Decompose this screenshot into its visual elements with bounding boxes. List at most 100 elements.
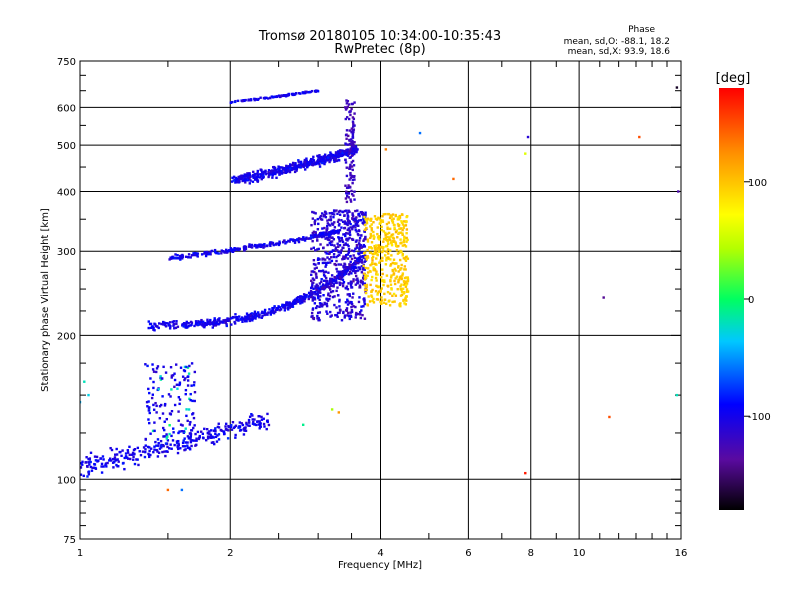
data-point: [233, 316, 237, 319]
data-point: [371, 259, 374, 262]
data-point: [174, 253, 177, 256]
data-point: [375, 298, 379, 301]
data-point: [328, 241, 331, 245]
data-point: [146, 364, 149, 368]
data-point: [391, 294, 394, 298]
data-point: [327, 223, 331, 226]
data-point: [355, 222, 359, 225]
data-point: [296, 300, 299, 304]
data-point: [337, 218, 340, 222]
data-point: [267, 169, 271, 172]
data-point: [362, 264, 365, 268]
data-point: [349, 113, 352, 117]
data-point: [270, 95, 274, 98]
data-point: [357, 224, 360, 227]
data-point: [329, 240, 333, 244]
data-point: [524, 152, 527, 155]
minor-ticks: [80, 60, 681, 540]
data-point: [314, 233, 317, 237]
data-point: [361, 276, 365, 279]
data-point: [186, 435, 190, 438]
data-point: [108, 457, 112, 460]
data-point: [602, 296, 605, 299]
data-point: [351, 134, 355, 137]
data-point: [328, 235, 331, 239]
data-point: [241, 177, 244, 180]
data-point: [185, 365, 188, 369]
data-point: [317, 155, 320, 158]
data-point: [310, 223, 313, 227]
data-point: [315, 276, 318, 279]
data-point: [234, 179, 238, 182]
data-point: [195, 252, 198, 255]
data-point: [315, 236, 319, 239]
data-point: [397, 244, 400, 248]
data-point: [366, 248, 369, 252]
data-point: [318, 282, 322, 285]
data-point: [380, 225, 383, 229]
data-point: [187, 375, 190, 378]
data-point: [312, 230, 316, 233]
data-point: [364, 255, 367, 259]
data-point: [216, 434, 219, 437]
data-point: [86, 464, 89, 468]
data-point: [168, 258, 171, 261]
data-point: [155, 404, 158, 408]
data-point: [115, 453, 119, 456]
data-point: [353, 178, 356, 181]
data-point: [276, 171, 279, 174]
data-point: [199, 323, 202, 326]
data-point: [256, 314, 260, 318]
data-point: [351, 181, 354, 185]
data-point: [353, 249, 356, 253]
data-point: [342, 243, 346, 246]
data-point: [176, 451, 180, 455]
data-point: [347, 196, 350, 199]
data-point: [188, 448, 192, 451]
data-point: [284, 94, 287, 97]
data-point: [208, 432, 211, 436]
data-point: [192, 253, 195, 257]
data-point: [163, 428, 166, 432]
data-point: [187, 437, 191, 440]
data-point: [184, 377, 187, 380]
data-point: [362, 213, 366, 216]
data-point: [323, 162, 326, 166]
data-point: [356, 269, 360, 272]
data-point: [344, 117, 347, 121]
data-point: [186, 441, 189, 444]
data-point: [233, 246, 236, 250]
data-point: [293, 301, 296, 304]
data-point: [152, 408, 156, 411]
data-point: [208, 321, 212, 324]
data-point: [377, 250, 381, 253]
data-point: [238, 175, 242, 178]
data-point: [406, 278, 410, 281]
data-point: [316, 314, 319, 318]
data-point: [351, 263, 354, 267]
data-point: [231, 176, 234, 180]
data-point: [328, 233, 331, 236]
chart-subtitle: RwPretec (8p): [334, 42, 425, 57]
data-point: [313, 270, 316, 274]
data-point: [149, 377, 152, 380]
data-point: [246, 172, 249, 175]
data-point: [198, 320, 201, 324]
data-point: [343, 316, 346, 319]
data-point: [213, 248, 217, 252]
data-point: [336, 315, 339, 318]
data-point: [166, 445, 169, 449]
data-point: [310, 293, 313, 297]
data-point: [402, 240, 406, 244]
data-point: [187, 255, 190, 259]
data-point: [332, 249, 336, 252]
data-point: [345, 270, 348, 273]
data-point: [316, 311, 320, 315]
data-point: [365, 276, 368, 280]
data-point: [259, 422, 262, 425]
data-point: [265, 96, 268, 100]
data-point: [172, 427, 175, 430]
data-point: [316, 284, 319, 288]
data-point: [368, 300, 372, 303]
data-point: [351, 296, 354, 299]
